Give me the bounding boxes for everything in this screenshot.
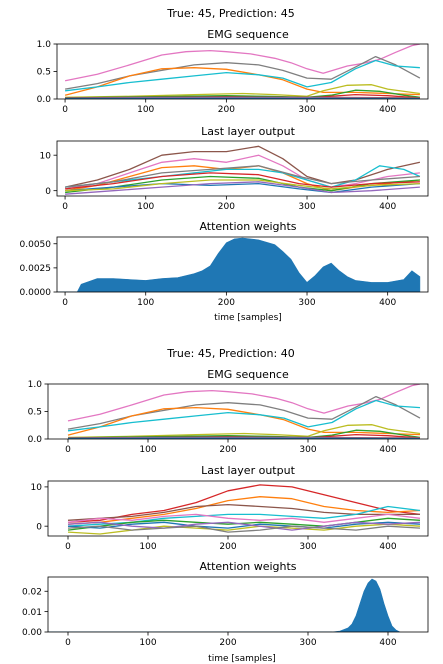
y-tick-label: 1.0: [37, 40, 52, 50]
series-line-10: [65, 165, 420, 188]
x-tick-label: 0: [65, 542, 71, 552]
figure-1-xlabel: time [samples]: [214, 313, 282, 323]
plot-1: 0.0 0.5 1.0 0 100 200 300 400: [37, 40, 429, 115]
series-line-2: [67, 496, 421, 525]
series-line-3: [67, 503, 420, 521]
x-tick-label: 100: [139, 638, 156, 648]
series-line-5: [67, 424, 421, 439]
plot-6: 0.00 0.01 0.02 0 100 200 300 400: [22, 576, 429, 648]
figure-1-emg-title: EMG sequence: [207, 28, 289, 41]
y-tick-label: 1.0: [28, 380, 43, 390]
series-line-6: [67, 429, 421, 439]
x-tick-label: 300: [298, 202, 315, 212]
x-tick-label: 200: [218, 298, 235, 308]
x-tick-label: 100: [139, 445, 156, 455]
series-group: [57, 237, 421, 292]
x-tick-label: 400: [379, 202, 396, 212]
x-tick-label: 300: [298, 105, 315, 115]
x-tick-label: 300: [299, 542, 316, 552]
plot-frame: [56, 140, 429, 197]
x-tick-label: 300: [299, 445, 316, 455]
x-tick-label: 200: [219, 445, 236, 455]
x-tick-label: 400: [379, 542, 396, 552]
series-line-9: [65, 179, 420, 192]
series-group: [67, 484, 421, 535]
plot-4: 0.0 0.5 1.0 0 100 200 300 400: [28, 380, 429, 455]
x-tick-label: 300: [298, 298, 315, 308]
series-line-6: [65, 182, 420, 194]
series-line-7: [65, 172, 420, 190]
series-line-9: [67, 513, 421, 523]
y-tick-label: 0.0050: [20, 240, 52, 250]
figure-2-emg-title: EMG sequence: [207, 368, 289, 381]
x-tick-label: 200: [219, 542, 236, 552]
x-tick-label: 100: [137, 105, 154, 115]
y-tick-label: 0.5: [37, 68, 51, 78]
x-tick-label: 200: [219, 638, 236, 648]
plot-3: 0.0000 0.0025 0.0050 0 100 200 300 400: [20, 236, 429, 308]
series-group: [48, 578, 401, 632]
series-line-10: [67, 525, 421, 533]
series-line-5: [65, 84, 420, 98]
series-line-4: [65, 59, 420, 92]
x-tick-label: 300: [299, 638, 316, 648]
y-tick-label: 0: [36, 522, 42, 532]
x-tick-label: 100: [139, 542, 156, 552]
x-tick-label: 100: [137, 298, 154, 308]
figure-1-output-title: Last layer output: [201, 125, 295, 138]
x-tick-label: 400: [379, 445, 396, 455]
series-line-6: [67, 521, 421, 529]
y-tick-label: 10: [40, 151, 52, 161]
y-tick-label: 0.0025: [20, 264, 52, 274]
x-tick-label: 400: [379, 298, 396, 308]
x-tick-label: 0: [62, 298, 68, 308]
series-line-4: [67, 399, 421, 432]
y-tick-label: 0.0000: [20, 288, 52, 298]
x-tick-label: 0: [65, 445, 71, 455]
y-tick-label: 0.0: [28, 435, 43, 445]
y-tick-label: 0: [45, 187, 51, 197]
x-tick-label: 200: [218, 202, 235, 212]
y-tick-label: 0.5: [28, 408, 42, 418]
x-tick-label: 0: [62, 105, 68, 115]
attention-area: [76, 237, 421, 292]
series-line-7: [67, 523, 421, 535]
x-tick-label: 200: [218, 105, 235, 115]
series-group: [67, 384, 421, 439]
figure-2-output-title: Last layer output: [201, 464, 295, 477]
x-tick-label: 400: [379, 638, 396, 648]
figure-1-attention-title: Attention weights: [199, 220, 296, 233]
series-line-8: [67, 521, 421, 531]
x-tick-label: 0: [65, 638, 71, 648]
y-tick-label: 0.0: [37, 95, 52, 105]
plot-frame: [47, 576, 429, 633]
figure-2-suptitle: True: 45, Prediction: 40: [166, 347, 294, 360]
y-tick-label: 10: [31, 483, 43, 493]
plot-frame: [47, 480, 429, 537]
attention-area: [331, 578, 401, 632]
series-line-1: [67, 384, 421, 422]
x-tick-label: 100: [137, 202, 154, 212]
figure-2-xlabel: time [samples]: [208, 654, 276, 664]
series-group: [64, 145, 421, 195]
y-tick-label: 0.01: [22, 608, 42, 618]
figure-1-suptitle: True: 45, Prediction: 45: [166, 7, 294, 20]
series-line-4: [65, 165, 421, 188]
x-tick-label: 400: [379, 105, 396, 115]
y-tick-label: 0.00: [22, 628, 42, 638]
series-line-5: [67, 517, 421, 531]
series-line-6: [65, 89, 420, 99]
series-line-2: [64, 154, 420, 190]
series-line-1: [64, 44, 421, 82]
series-group: [64, 44, 421, 99]
x-tick-label: 0: [62, 202, 68, 212]
series-line-1: [67, 484, 421, 523]
plot-frame: [56, 236, 429, 293]
y-tick-label: 0.02: [22, 587, 42, 597]
series-line-8: [65, 181, 420, 195]
figure-2-attention-title: Attention weights: [199, 560, 296, 573]
